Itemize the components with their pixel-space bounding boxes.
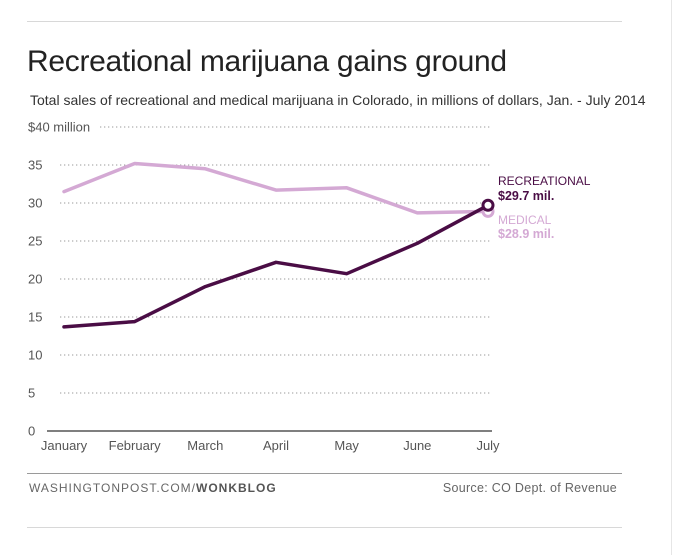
x-tick-label: February [109,438,162,453]
series-label-medical: MEDICAL [498,213,552,227]
bottom-rule [27,527,622,528]
y-tick-label: 20 [28,272,42,287]
x-tick-label: July [476,438,500,453]
x-tick-label: May [334,438,359,453]
y-tick-label: 35 [28,158,42,173]
end-value-label-medical: $28.9 mil. [498,227,554,241]
credit-blog[interactable]: WONKBLOG [196,481,277,495]
y-tick-label: 30 [28,196,42,211]
chart-subtitle: Total sales of recreational and medical … [30,92,646,108]
series-line-medical [62,161,490,215]
series-label-recreational: RECREATIONAL [498,174,591,188]
line-chart: 0 5 10 15 20 25 30 35 $40 million January February… [28,120,591,454]
x-tick-label: April [263,438,289,453]
end-value-label-recreational: $29.7 mil. [498,189,554,203]
y-tick-label: 0 [28,424,35,439]
x-tick-label: June [403,438,431,453]
y-tick-label: 10 [28,348,42,363]
y-tick-label: $40 million [28,120,90,135]
y-tick-label: 25 [28,234,42,249]
y-tick-label: 15 [28,310,42,325]
end-point-recreational [481,198,495,212]
x-tick-label: January [41,438,88,453]
credit-site[interactable]: WASHINGTONPOST.COM/ [29,481,197,495]
credit-line: WASHINGTONPOST.COM/WONKBLOG [29,481,277,495]
top-rule [27,21,622,22]
source-note: Source: CO Dept. of Revenue [442,481,617,495]
footer-rule [27,473,622,474]
side-rule [671,0,672,555]
x-tick-label: March [187,438,223,453]
y-tick-label: 5 [28,386,35,401]
chart-title: Recreational marijuana gains ground [27,45,507,78]
series-line-recreational [62,203,490,329]
